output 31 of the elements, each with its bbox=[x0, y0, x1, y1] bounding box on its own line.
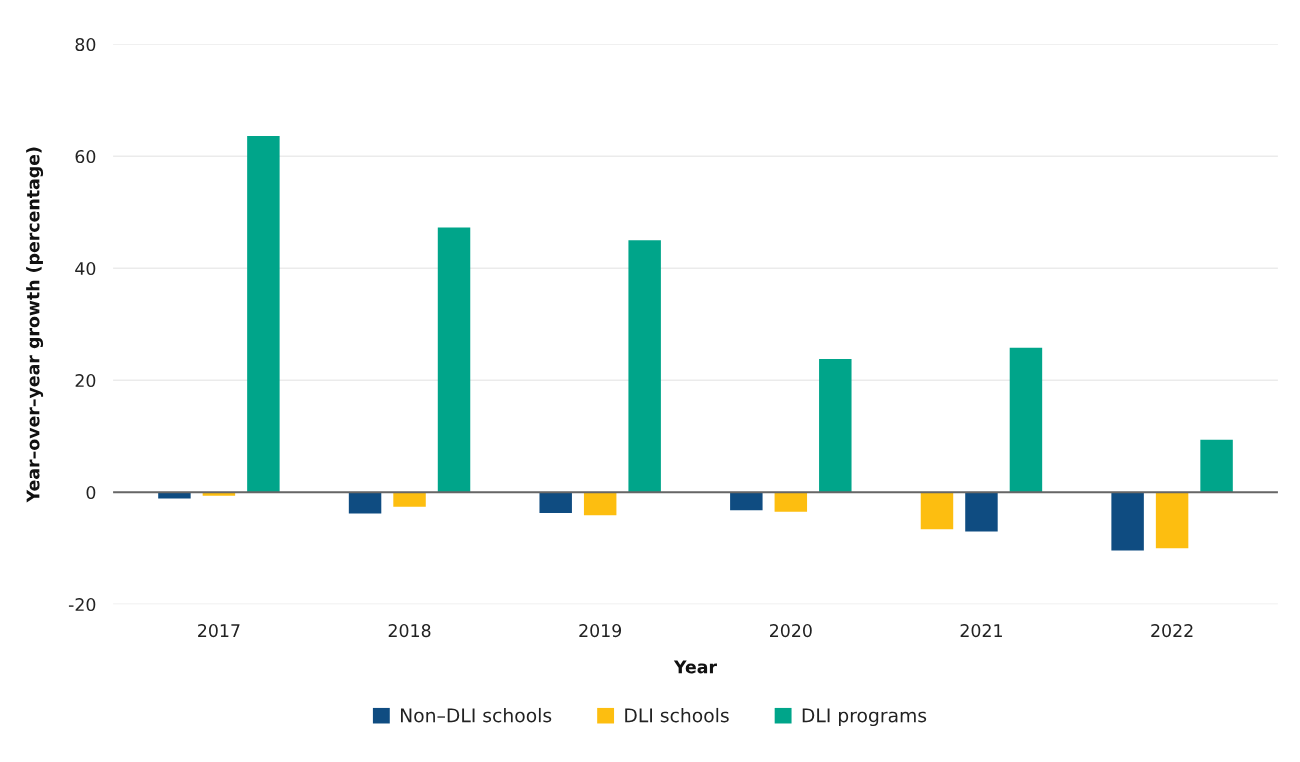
x-tick-label: 2022 bbox=[1151, 624, 1193, 638]
bar bbox=[628, 240, 661, 493]
x-tick-label: 2019 bbox=[579, 624, 622, 638]
bar bbox=[539, 492, 572, 513]
x-tick-label: 2017 bbox=[198, 624, 240, 638]
bar bbox=[437, 227, 471, 493]
x-tick-label: 2018 bbox=[388, 624, 431, 638]
y-tick-label: 80 bbox=[75, 37, 96, 52]
bar bbox=[1009, 347, 1043, 493]
y-tick-label: 60 bbox=[75, 149, 96, 164]
y-tick-label: -20 bbox=[68, 597, 96, 612]
bar bbox=[583, 492, 617, 516]
x-tick-label: 2021 bbox=[960, 624, 1002, 638]
bar bbox=[1111, 492, 1144, 551]
bar bbox=[1155, 492, 1189, 549]
x-tick-label: 2020 bbox=[770, 624, 812, 638]
bar bbox=[247, 136, 280, 493]
y-tick-label: 40 bbox=[75, 261, 96, 276]
legend-label: DLI schools bbox=[625, 707, 729, 723]
bar bbox=[348, 492, 382, 514]
bar bbox=[393, 492, 426, 507]
legend-label: Non–DLI schools bbox=[400, 707, 552, 723]
legend-label: DLI programs bbox=[802, 708, 927, 727]
y-tick-label: 0 bbox=[86, 485, 96, 500]
bar bbox=[774, 492, 808, 512]
y-tick-label: 20 bbox=[75, 373, 96, 388]
y-axis-title: Year–over–year growth (percentage) bbox=[26, 147, 44, 503]
x-axis-title: Year bbox=[673, 660, 717, 674]
bar bbox=[819, 358, 852, 493]
bar bbox=[1200, 439, 1233, 493]
bar bbox=[730, 492, 763, 511]
